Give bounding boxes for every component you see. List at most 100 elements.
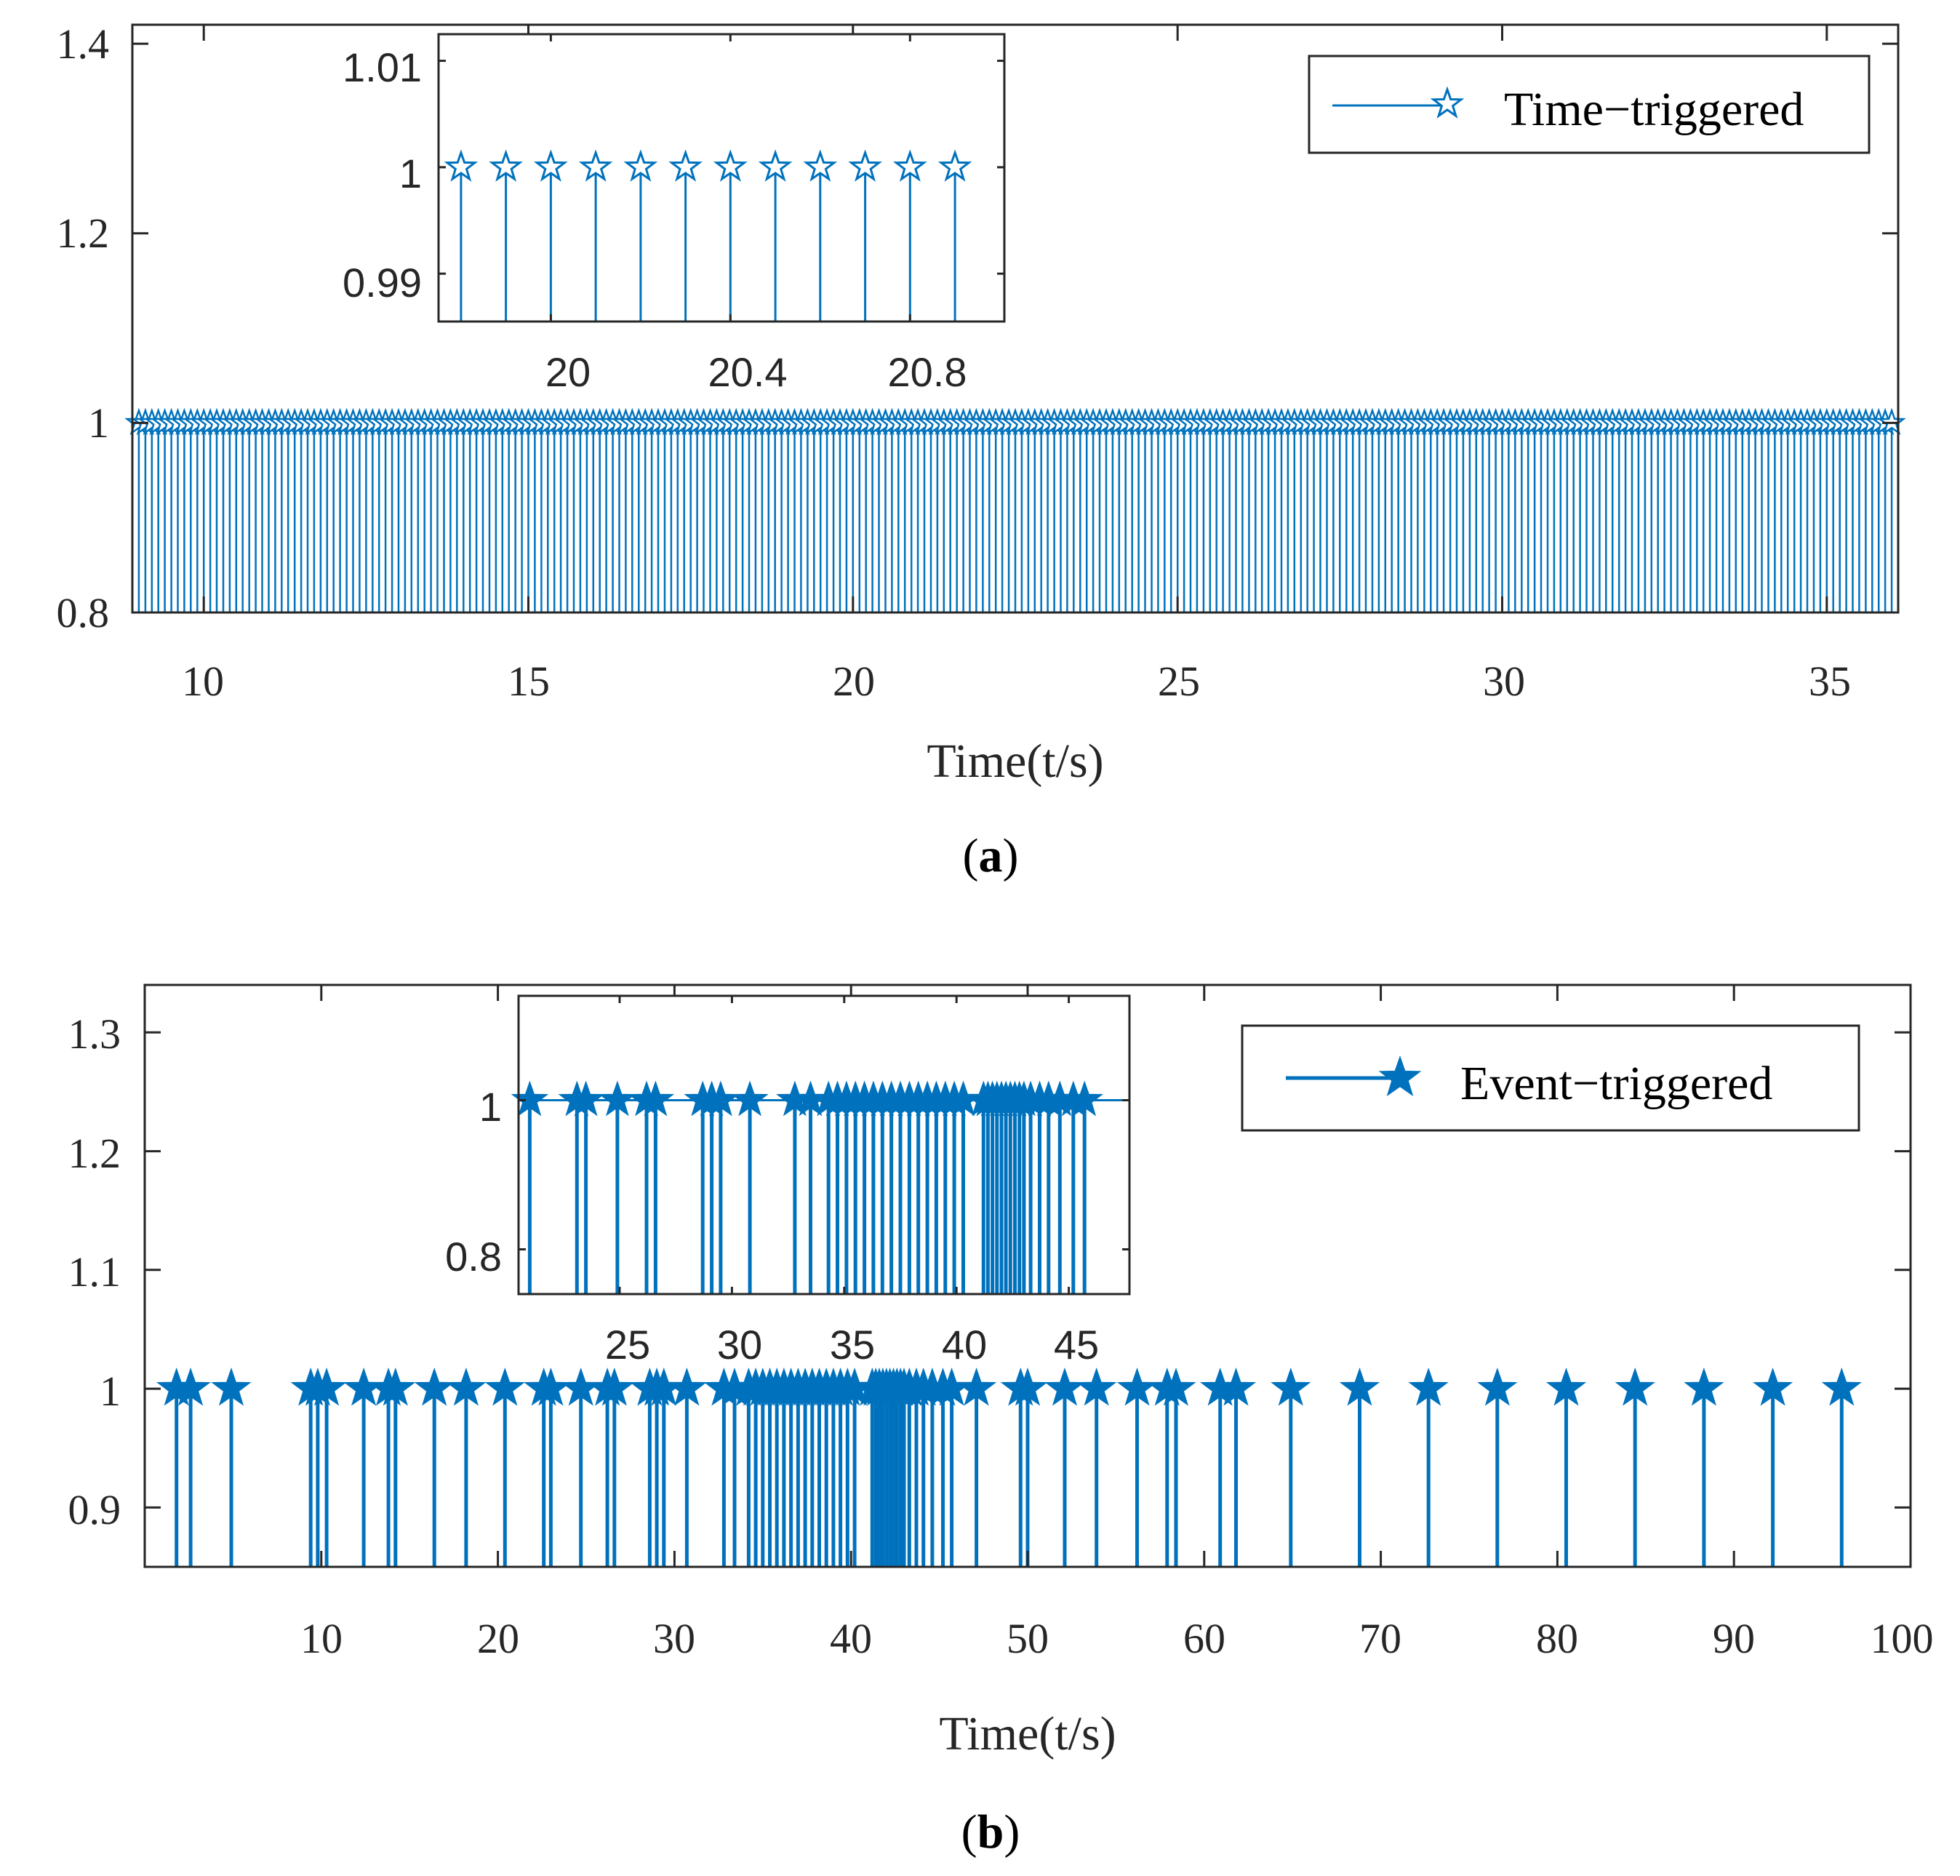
panel-a-xtick-label: 10 [182,658,224,705]
panel-b-inset-xtick-label: 35 [830,1322,875,1368]
star-marker [892,149,927,182]
star-marker [1076,1368,1117,1406]
star-marker-icon [1430,86,1465,119]
panel-a-ytick-label: 1.4 [57,20,110,68]
panel-b-inset-xtick-label: 30 [717,1322,762,1368]
star-marker [489,149,523,182]
star-marker [1339,1368,1380,1406]
star-marker [731,1080,769,1117]
panel-b-inset-stems [527,1100,1087,1294]
panel-b-xtick-label: 60 [1183,1615,1225,1662]
panel-a-inset: 20 20.4 20.8 0.99 1 1.01 [343,33,1006,395]
star-marker [444,149,479,182]
star-marker [623,149,658,182]
panel-b-inset-ticks [519,996,1129,1294]
panel-a-inset-ytick-label: 1.01 [343,44,422,90]
star-marker [578,149,613,182]
star-marker [484,1368,525,1406]
panel-b-inset-ytick-label: 1 [479,1084,502,1130]
panel-b-xtick-label: 50 [1007,1615,1049,1662]
panel-b-stems [175,1389,1844,1567]
panel-b-ytick-label: 1.1 [68,1248,121,1296]
star-marker [1753,1368,1793,1406]
panel-a-xtick-label: 15 [508,658,550,705]
panel-a-inset-xtick-label: 20.4 [708,349,788,395]
star-marker [1065,1080,1103,1117]
star-marker-icon [1378,1055,1422,1097]
panel-a-inset-axes-box [437,33,1006,323]
panel-a-caption: (a) [963,829,1019,882]
panel-b-inset-ytick-label: 0.8 [445,1234,502,1280]
panel-a-inset-xtick-label: 20.8 [888,349,967,395]
panel-a-caption-letter: a [979,829,1003,882]
star-marker [1215,1368,1257,1406]
star-marker [1477,1368,1518,1406]
star-marker [1408,1368,1449,1406]
panel-b-xlabel: Time(t/s) [939,1707,1116,1760]
star-marker [1271,1368,1311,1406]
panel-a-ticks [132,25,1898,614]
panel-b-xtick-label: 30 [653,1615,695,1662]
panel-b-legend-label: Event−triggered [1460,1057,1772,1110]
star-marker [533,149,568,182]
star-marker [170,1368,211,1406]
star-marker [937,149,972,182]
star-marker [1156,1368,1196,1406]
panel-b-xtick-label: 90 [1713,1615,1755,1662]
star-marker [306,1368,347,1406]
panel-a-inset-markers [444,149,972,182]
panel-b-ytick-label: 1 [100,1368,121,1415]
panel-a: 10 15 20 25 30 35 0.8 1 1.2 1.4 Time(t/s… [57,20,1906,882]
star-marker [1684,1368,1724,1406]
star-marker [1615,1368,1655,1406]
panel-a-xtick-label: 35 [1809,658,1851,705]
panel-b: 10 20 30 40 50 60 70 80 90 100 0.9 1 1.1… [68,983,1934,1859]
star-marker [1877,407,1906,436]
panel-a-ytick-label: 0.8 [57,589,110,636]
star-marker [1545,1368,1587,1406]
panel-b-legend: Event−triggered [1241,1024,1860,1132]
panel-b-caption-letter: b [977,1805,1004,1859]
star-marker [803,149,838,182]
star-marker [758,149,793,182]
panel-a-xlabel: Time(t/s) [927,735,1103,788]
star-marker [511,1080,549,1117]
panel-a-stems [137,423,1893,612]
panel-b-inset-background [519,996,1129,1294]
panel-b-inset-xtick-label: 45 [1054,1322,1099,1368]
panel-a-axes-box [131,23,1900,614]
panel-b-ticks [145,985,1912,1567]
panel-b-inset: 25 30 35 40 45 0.8 1 [445,994,1131,1368]
star-marker [666,1368,707,1406]
star-marker [1007,1368,1048,1406]
panel-b-caption: (b) [961,1805,1020,1859]
panel-b-ytick-label: 1.2 [68,1130,121,1177]
star-marker [211,1368,252,1406]
panel-a-ytick-label: 1.2 [57,209,110,257]
star-marker [446,1368,487,1406]
panel-a-xtick-label: 25 [1158,658,1200,705]
panel-b-xtick-label: 40 [830,1615,872,1662]
panel-b-xtick-label: 70 [1359,1615,1401,1662]
panel-a-inset-ytick-label: 1 [399,151,422,196]
panel-b-markers [156,1368,1862,1406]
star-marker [848,149,882,182]
panel-b-ytick-label: 0.9 [68,1486,121,1533]
panel-a-inset-stems [460,167,956,322]
panel-b-xtick-label: 80 [1536,1615,1578,1662]
star-marker [956,1368,997,1406]
star-marker [713,149,748,182]
panel-b-inset-xtick-label: 40 [942,1322,987,1368]
panel-a-inset-ticks [439,34,1004,322]
panel-a-inset-ytick-label: 0.99 [343,260,422,306]
star-marker [375,1368,416,1406]
legend-star-marker [1430,86,1465,119]
panel-a-legend: Time−triggered [1308,55,1871,154]
star-marker [567,1080,605,1117]
panel-a-xtick-label: 30 [1483,658,1525,705]
star-marker [636,1080,675,1117]
panel-a-xtick-label: 20 [833,658,875,705]
panel-a-inset-xtick-label: 20 [545,349,591,395]
star-marker [594,1368,635,1406]
star-marker [1821,1368,1862,1406]
